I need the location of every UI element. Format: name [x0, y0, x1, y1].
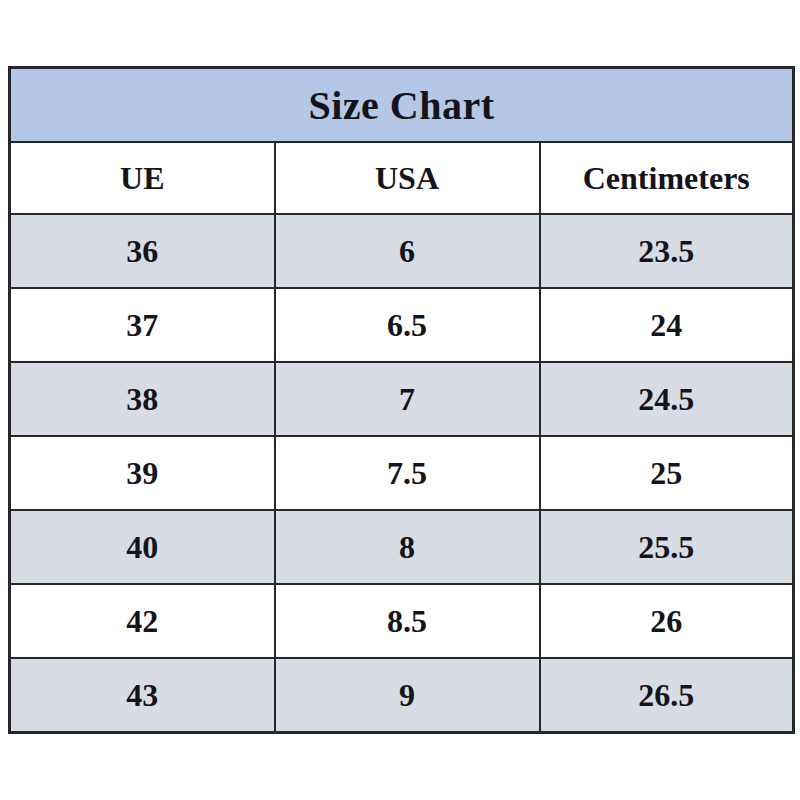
table-cell: 8 — [275, 510, 540, 584]
title-row: Size Chart — [10, 68, 794, 143]
table-row: 38 7 24.5 — [10, 362, 794, 436]
table-cell: 7 — [275, 362, 540, 436]
table-cell: 26.5 — [540, 658, 794, 733]
table-cell: 9 — [275, 658, 540, 733]
table-row: 39 7.5 25 — [10, 436, 794, 510]
column-header-ue: UE — [10, 142, 275, 214]
table-cell: 8.5 — [275, 584, 540, 658]
size-chart-table: Size Chart UE USA Centimeters 36 6 23.5 … — [8, 66, 795, 734]
page-canvas: Size Chart UE USA Centimeters 36 6 23.5 … — [0, 0, 800, 800]
table-cell: 25 — [540, 436, 794, 510]
table-cell: 42 — [10, 584, 275, 658]
table-row: 42 8.5 26 — [10, 584, 794, 658]
table-cell: 40 — [10, 510, 275, 584]
table-cell: 23.5 — [540, 214, 794, 288]
table-row: 37 6.5 24 — [10, 288, 794, 362]
table-cell: 39 — [10, 436, 275, 510]
table-title: Size Chart — [10, 68, 794, 143]
table-cell: 7.5 — [275, 436, 540, 510]
table-cell: 26 — [540, 584, 794, 658]
table-cell: 6.5 — [275, 288, 540, 362]
table-cell: 6 — [275, 214, 540, 288]
column-header-row: UE USA Centimeters — [10, 142, 794, 214]
table-cell: 43 — [10, 658, 275, 733]
table-cell: 37 — [10, 288, 275, 362]
table-row: 40 8 25.5 — [10, 510, 794, 584]
table-cell: 36 — [10, 214, 275, 288]
table-cell: 38 — [10, 362, 275, 436]
column-header-usa: USA — [275, 142, 540, 214]
table-row: 43 9 26.5 — [10, 658, 794, 733]
table-cell: 24 — [540, 288, 794, 362]
table-row: 36 6 23.5 — [10, 214, 794, 288]
table-cell: 24.5 — [540, 362, 794, 436]
table-cell: 25.5 — [540, 510, 794, 584]
column-header-centimeters: Centimeters — [540, 142, 794, 214]
